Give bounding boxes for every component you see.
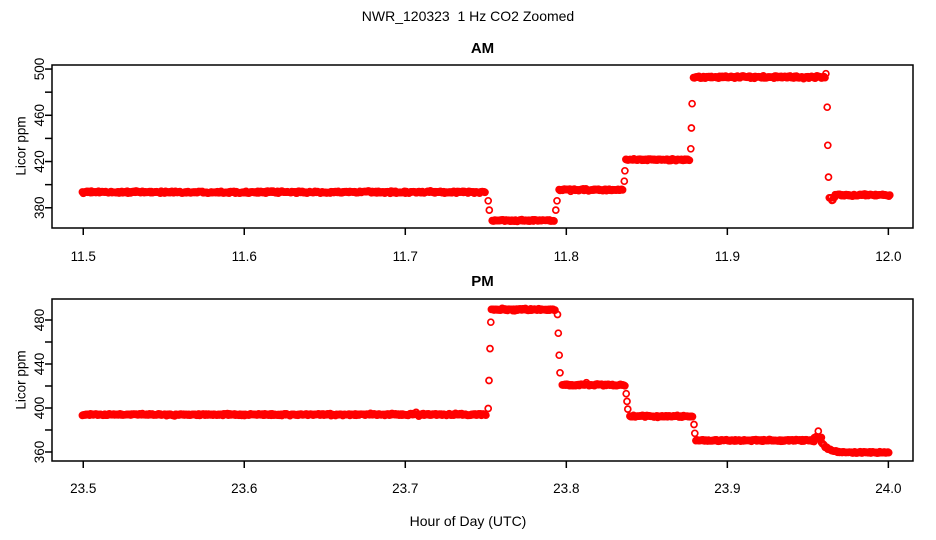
data-point bbox=[486, 318, 495, 327]
data-point bbox=[690, 420, 698, 429]
data-point bbox=[485, 206, 494, 214]
x-tick-label: 11.9 bbox=[715, 249, 740, 264]
data-point bbox=[690, 429, 699, 438]
figure-title: NWR_120323 1 Hz CO2 Zoomed bbox=[361, 8, 575, 24]
x-axis-label: Hour of Day (UTC) bbox=[409, 513, 527, 529]
x-tick-label: 23.6 bbox=[231, 481, 257, 496]
data-point bbox=[686, 144, 695, 153]
y-axis-label-am: Licor ppm bbox=[13, 116, 29, 176]
x-tick-label: 11.8 bbox=[554, 249, 579, 264]
y-tick-label: 460 bbox=[32, 104, 47, 127]
data-point bbox=[618, 186, 627, 194]
data-point bbox=[623, 397, 631, 406]
data-point bbox=[553, 310, 562, 319]
data-point bbox=[555, 351, 564, 360]
y-tick-label: 360 bbox=[32, 441, 47, 464]
data-point bbox=[688, 412, 697, 421]
x-tick-label: 12.0 bbox=[875, 249, 901, 264]
data-point bbox=[823, 141, 832, 150]
data-point bbox=[550, 217, 558, 225]
data-point bbox=[485, 376, 493, 385]
plot-frame bbox=[51, 298, 914, 462]
y-tick-label: 480 bbox=[32, 309, 47, 332]
y-tick-label: 380 bbox=[32, 197, 47, 220]
data-point bbox=[621, 381, 629, 390]
data-point bbox=[486, 344, 494, 353]
data-point bbox=[482, 411, 490, 420]
data-point bbox=[821, 73, 829, 82]
y-tick-label: 400 bbox=[32, 397, 47, 420]
data-point bbox=[688, 99, 696, 108]
data-point bbox=[554, 329, 563, 338]
plot-frame bbox=[51, 64, 914, 229]
y-tick-label: 420 bbox=[32, 150, 47, 173]
x-tick-label: 11.7 bbox=[393, 249, 418, 264]
data-point bbox=[484, 404, 493, 413]
x-tick-label: 11.5 bbox=[71, 249, 96, 264]
x-tick-label: 23.5 bbox=[70, 481, 96, 496]
data-point bbox=[484, 196, 493, 205]
data-point bbox=[623, 405, 632, 413]
data-point bbox=[553, 196, 561, 205]
panel-title-am: AM bbox=[470, 40, 495, 57]
data-point bbox=[622, 389, 631, 398]
data-point bbox=[687, 124, 696, 132]
data-point bbox=[621, 166, 629, 175]
x-tick-label: 24.0 bbox=[875, 481, 901, 496]
data-point bbox=[620, 177, 629, 186]
data-point bbox=[885, 191, 894, 199]
data-point bbox=[824, 173, 833, 181]
data-point bbox=[551, 206, 560, 214]
y-axis-label-pm: Licor ppm bbox=[13, 350, 29, 410]
y-tick-label: 440 bbox=[32, 353, 47, 376]
data-point bbox=[823, 103, 832, 112]
data-point bbox=[481, 188, 489, 197]
x-tick-label: 23.7 bbox=[392, 481, 418, 496]
data-point bbox=[822, 69, 830, 78]
x-tick-label: 11.6 bbox=[232, 249, 257, 264]
data-point bbox=[884, 448, 893, 457]
data-point bbox=[685, 156, 694, 165]
x-tick-label: 23.9 bbox=[714, 481, 740, 496]
x-tick-label: 23.8 bbox=[553, 481, 579, 496]
data-point bbox=[556, 368, 564, 377]
y-tick-label: 500 bbox=[32, 58, 47, 81]
data-point bbox=[814, 427, 823, 435]
panel-title-pm: PM bbox=[471, 273, 494, 290]
